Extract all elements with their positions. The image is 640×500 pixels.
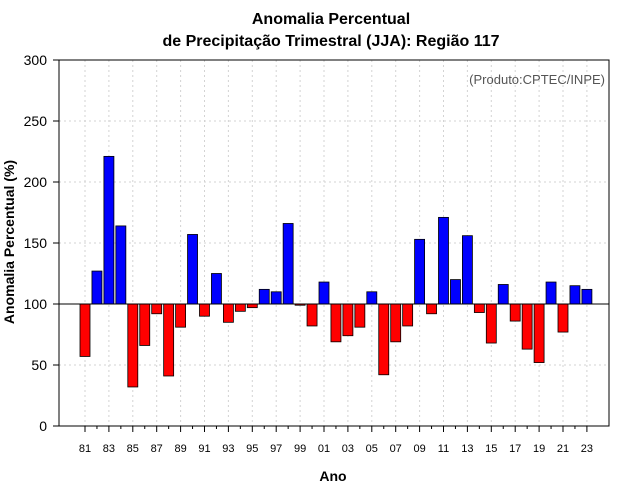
y-tick-label-50: 50 <box>31 357 47 373</box>
x-tick-label-95: 95 <box>246 443 258 455</box>
bar-20 <box>546 282 556 304</box>
x-tick-label-97: 97 <box>270 443 282 455</box>
y-axis-label: Anomalia Percentual (%) <box>1 160 17 324</box>
x-tick-label-17: 17 <box>509 443 521 455</box>
x-tick-label-81: 81 <box>79 443 91 455</box>
bar-88 <box>164 304 174 376</box>
bar-15 <box>486 304 496 343</box>
bar-08 <box>403 304 413 326</box>
x-tick-label-93: 93 <box>222 443 234 455</box>
x-tick-label-91: 91 <box>198 443 210 455</box>
bar-86 <box>140 304 150 345</box>
bar-02 <box>331 304 341 342</box>
bar-90 <box>188 234 198 304</box>
bar-03 <box>343 304 353 336</box>
bar-84 <box>116 226 126 304</box>
y-tick-label-300: 300 <box>24 52 48 68</box>
bar-19 <box>534 304 544 363</box>
y-tick-label-150: 150 <box>24 235 48 251</box>
x-tick-label-23: 23 <box>581 443 593 455</box>
x-axis-ticks: 81 83 85 87 89 91 93 95 97 99 01 03 05 07 09 11 13 15 17 19… <box>79 426 593 455</box>
bar-18 <box>522 304 532 349</box>
x-tick-label-19: 19 <box>533 443 545 455</box>
y-tick-label-100: 100 <box>24 296 48 312</box>
bar-16 <box>498 284 508 304</box>
bar-13 <box>462 236 472 304</box>
x-tick-label-89: 89 <box>174 443 186 455</box>
bar-23 <box>582 289 592 304</box>
x-tick-label-99: 99 <box>294 443 306 455</box>
x-tick-label-07: 07 <box>390 443 402 455</box>
bar-87 <box>152 304 162 314</box>
bar-91 <box>200 304 210 316</box>
bar-22 <box>570 286 580 304</box>
bar-94 <box>235 304 245 311</box>
grid-lines <box>59 60 609 426</box>
x-tick-label-13: 13 <box>461 443 473 455</box>
bar-92 <box>211 274 221 305</box>
bar-95 <box>247 304 257 308</box>
bar-85 <box>128 304 138 387</box>
bar-82 <box>92 271 102 304</box>
bar-05 <box>367 292 377 304</box>
bar-04 <box>355 304 365 327</box>
x-tick-label-05: 05 <box>366 443 378 455</box>
x-tick-label-11: 11 <box>438 443 449 455</box>
x-tick-label-15: 15 <box>485 443 497 455</box>
x-tick-label-09: 09 <box>413 443 425 455</box>
bar-98 <box>283 223 293 304</box>
x-axis-label: Ano <box>319 468 346 484</box>
credit-text: (Produto:CPTEC/INPE) <box>469 72 605 87</box>
x-tick-label-03: 03 <box>342 443 354 455</box>
bar-97 <box>271 292 281 304</box>
bar-07 <box>391 304 401 342</box>
x-tick-label-83: 83 <box>103 443 115 455</box>
bar-09 <box>415 239 425 304</box>
bar-01 <box>319 282 329 304</box>
bar-81 <box>80 304 90 356</box>
chart-title-line-1: Anomalia Percentual <box>252 11 410 28</box>
precipitation-anomaly-chart: Anomalia Percentual de Precipitação Trim… <box>0 0 640 500</box>
bar-11 <box>439 217 449 304</box>
bar-83 <box>104 156 114 304</box>
x-tick-label-01: 01 <box>318 443 330 455</box>
bar-17 <box>510 304 520 321</box>
bar-14 <box>474 304 484 313</box>
x-tick-label-85: 85 <box>127 443 139 455</box>
bar-21 <box>558 304 568 332</box>
y-tick-label-250: 250 <box>24 113 48 129</box>
x-tick-label-21: 21 <box>557 443 569 455</box>
bar-93 <box>223 304 233 322</box>
y-tick-label-0: 0 <box>39 418 47 434</box>
x-tick-label-87: 87 <box>151 443 163 455</box>
bar-96 <box>259 289 269 304</box>
bar-06 <box>379 304 389 375</box>
bar-89 <box>176 304 186 327</box>
bar-12 <box>450 280 460 304</box>
chart-title-line-2: de Precipitação Trimestral (JJA): Região… <box>162 33 499 50</box>
y-axis-ticks: 0 50 100 150 200 250 300 <box>24 52 59 434</box>
y-tick-label-200: 200 <box>24 174 48 190</box>
bar-10 <box>427 304 437 314</box>
bar-00 <box>307 304 317 326</box>
